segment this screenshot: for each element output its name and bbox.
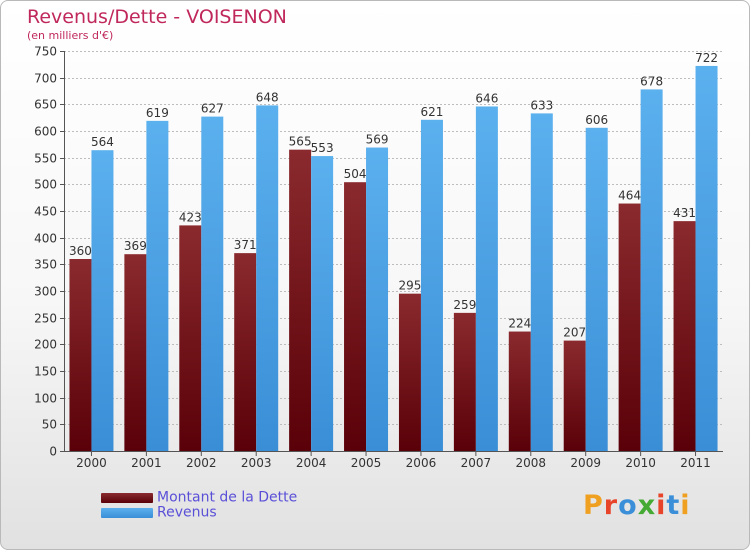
data-label-revenus: 627 xyxy=(201,102,224,116)
y-tick-label: 600 xyxy=(34,125,57,139)
data-label-revenus: 722 xyxy=(695,51,718,65)
y-tick-label: 400 xyxy=(34,232,57,246)
data-label-revenus: 569 xyxy=(366,133,389,147)
data-label-debt: 423 xyxy=(179,210,202,224)
data-label-revenus: 646 xyxy=(475,91,498,105)
grid-lines xyxy=(64,51,723,452)
bar-revenus xyxy=(201,116,224,451)
y-tick-label: 700 xyxy=(34,72,57,86)
x-tick-label: 2005 xyxy=(351,456,382,470)
bar-debt xyxy=(234,253,257,451)
bar-revenus xyxy=(695,65,718,451)
bar-revenus xyxy=(146,120,169,451)
axes: 0 50 100 150 200 250 300 350 400 450 500 550 600 650 7… xyxy=(34,45,723,470)
chart-title: Revenus/Dette - VOISENON xyxy=(27,6,287,28)
legend-label-revenus: Revenus xyxy=(157,504,217,521)
bar-debt xyxy=(398,293,421,451)
y-tick-label: 650 xyxy=(34,98,57,112)
data-label-revenus: 678 xyxy=(640,74,663,88)
bar-revenus xyxy=(530,113,553,452)
y-tick-label: 550 xyxy=(34,152,57,166)
data-label-debt: 371 xyxy=(234,238,257,252)
y-tick-label: 750 xyxy=(34,45,57,59)
y-tick-label: 300 xyxy=(34,285,57,299)
y-tick-label: 450 xyxy=(34,205,57,219)
y-tick-label: 200 xyxy=(34,338,57,352)
bar-debt xyxy=(563,340,586,451)
bar-debt xyxy=(69,259,92,451)
bars: 360 564 369 619 423 627 371 648 565 553 504 569 295 6… xyxy=(69,51,718,452)
x-tick-label: 2009 xyxy=(570,456,601,470)
logo-letter: i xyxy=(680,490,691,521)
bar-debt xyxy=(179,225,202,451)
legend-item-debt: Montant de la Dette xyxy=(101,487,297,506)
bar-debt xyxy=(508,331,531,451)
logo-letter: i xyxy=(656,490,667,521)
x-tick-label: 2010 xyxy=(625,456,656,470)
bar-debt xyxy=(618,203,641,451)
data-label-revenus: 606 xyxy=(585,113,608,127)
data-label-debt: 464 xyxy=(618,189,641,203)
bar-debt xyxy=(673,221,696,451)
data-label-debt: 431 xyxy=(673,206,696,220)
bar-debt xyxy=(124,254,147,451)
data-label-debt: 369 xyxy=(124,239,147,253)
chart-subtitle: (en milliers d'€) xyxy=(27,29,114,42)
data-label-revenus: 648 xyxy=(256,90,279,104)
y-tick-label: 50 xyxy=(42,418,57,432)
legend-swatch-revenus xyxy=(101,507,153,518)
data-label-revenus: 564 xyxy=(91,135,114,149)
data-label-debt: 207 xyxy=(563,326,586,340)
y-tick-label: 100 xyxy=(34,392,57,406)
legend-label-debt: Montant de la Dette xyxy=(157,489,298,506)
y-tick-label: 0 xyxy=(49,445,57,459)
x-tick-label: 2006 xyxy=(406,456,437,470)
x-tick-label: 2001 xyxy=(131,456,162,470)
legend: Montant de la Dette Revenus xyxy=(101,487,297,521)
data-label-revenus: 633 xyxy=(530,98,553,112)
bar-debt xyxy=(344,182,367,451)
x-tick-label: 2003 xyxy=(241,456,272,470)
bar-revenus xyxy=(420,119,443,452)
logo-letter: P xyxy=(583,490,604,521)
logo-letter: t xyxy=(666,490,681,521)
data-label-debt: 295 xyxy=(399,279,422,293)
x-tick-label: 2008 xyxy=(516,456,547,470)
legend-item-revenus: Revenus xyxy=(101,502,297,521)
x-tick-label: 2004 xyxy=(296,456,327,470)
logo-letter: x xyxy=(637,490,657,521)
bar-revenus xyxy=(91,150,114,451)
y-tick-label: 500 xyxy=(34,178,57,192)
proxiti-logo: Proxiti xyxy=(583,490,691,521)
bar-debt xyxy=(453,312,476,451)
data-label-debt: 360 xyxy=(69,244,92,258)
y-tick-label: 350 xyxy=(34,258,57,272)
bar-revenus xyxy=(640,89,663,452)
bar-revenus xyxy=(366,147,389,452)
bar-revenus xyxy=(475,106,498,451)
bar-revenus xyxy=(256,105,279,452)
bar-debt xyxy=(289,149,312,451)
bar-revenus xyxy=(311,156,334,452)
legend-swatch-debt xyxy=(101,492,153,503)
logo-letter: r xyxy=(603,490,619,521)
x-tick-label: 2011 xyxy=(680,456,711,470)
data-label-revenus: 621 xyxy=(421,105,444,119)
data-label-debt: 259 xyxy=(453,298,476,312)
y-tick-label: 250 xyxy=(34,312,57,326)
data-label-debt: 224 xyxy=(508,317,531,331)
data-label-revenus: 619 xyxy=(146,106,169,120)
y-tick-label: 150 xyxy=(34,365,57,379)
data-label-revenus: 553 xyxy=(311,141,334,155)
x-tick-label: 2007 xyxy=(461,456,492,470)
data-label-debt: 504 xyxy=(344,167,367,181)
data-label-debt: 565 xyxy=(289,135,312,149)
logo-letter: o xyxy=(618,490,638,521)
x-tick-label: 2000 xyxy=(76,456,107,470)
bar-revenus xyxy=(585,127,608,452)
x-tick-label: 2002 xyxy=(186,456,217,470)
